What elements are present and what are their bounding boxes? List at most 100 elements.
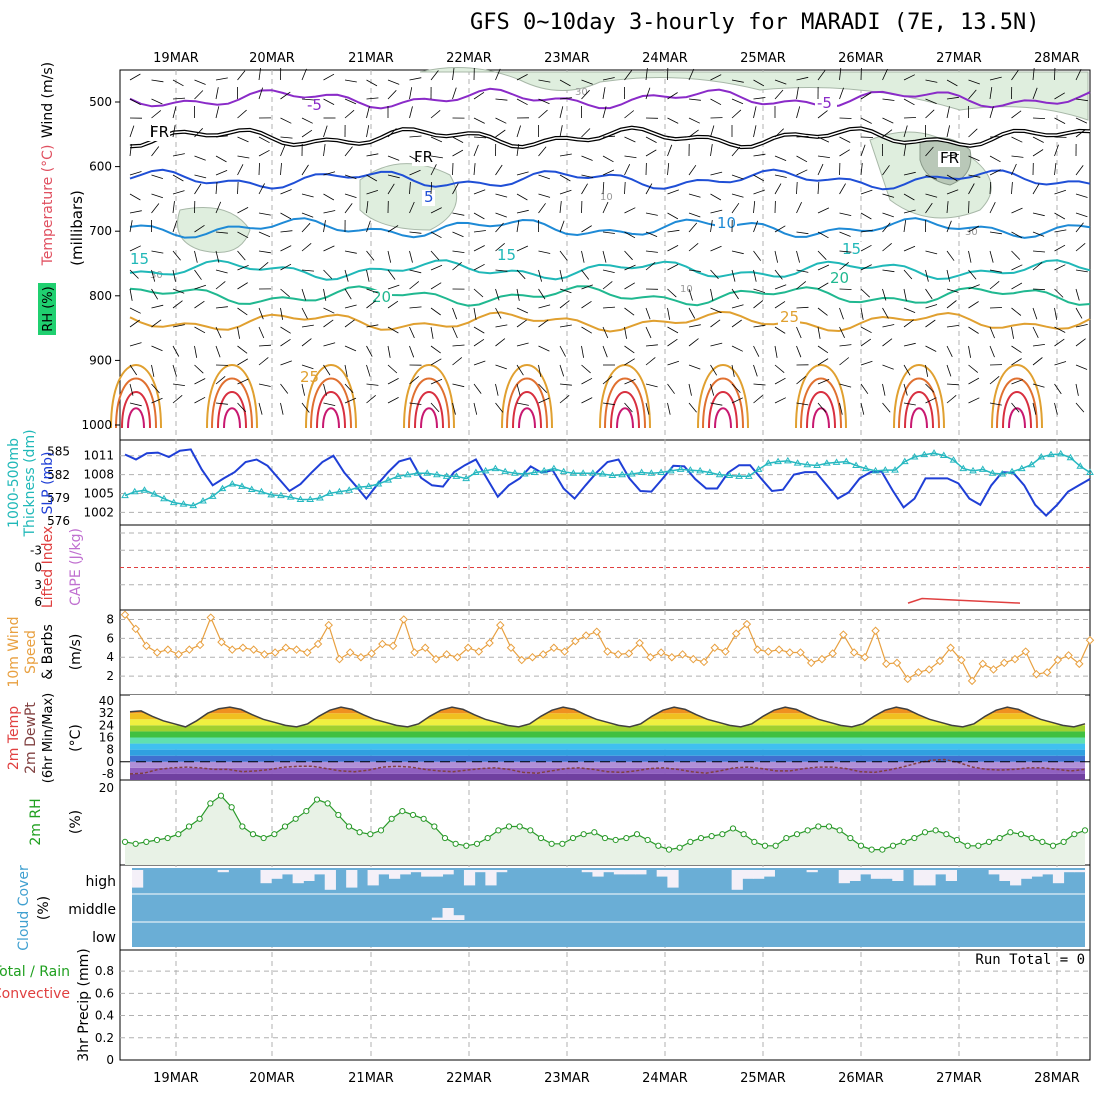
wind-barb [774,364,785,374]
cloud-bar-high-clear [860,870,872,875]
wind-barb [796,202,802,214]
wind-barb [817,379,830,385]
wind-barb [860,117,872,124]
cloud-bar-high-clear [281,870,294,875]
rh-point [431,823,438,830]
wind-barb [882,364,894,370]
wind-barb [237,282,248,290]
wind-barb [1054,163,1057,176]
wind-barb [731,146,741,157]
wind-barb [409,201,415,214]
wind-barb [925,397,937,404]
wind-barb [387,183,395,195]
wind-barb [731,269,736,282]
thickness-point [978,465,987,472]
wind-barb [581,364,591,374]
wind-barb [301,193,314,198]
wind-barb [731,383,741,393]
wind-speed-point [882,659,891,669]
wind-speed-point [967,676,977,686]
wind-barb [323,220,326,233]
date-label-top: 20MAR [249,51,295,66]
wind-barb [710,144,713,157]
wind-barb [968,200,970,214]
ytick-wind: 8 [106,612,114,626]
date-label-bottom: 20MAR [249,1071,295,1086]
wind-barb [430,155,443,159]
wind-speed-point [849,648,859,657]
wind-barb [968,284,980,290]
wind-barb [516,269,526,280]
rh-point [964,842,971,849]
wind-barb [237,378,249,385]
wind-barb [215,155,227,163]
wind-barb [194,300,205,309]
thickness-point [861,464,870,472]
wind-barb [860,92,872,100]
wind-barb [667,264,679,271]
wind-barb [129,383,134,396]
rh-point [612,836,619,844]
wind-barb [774,269,783,280]
wind-barb [1011,307,1022,316]
wind-barb [581,225,592,233]
wind-barb [624,231,636,239]
thickness-point [803,460,812,468]
ytick-lifted: 6 [34,595,42,609]
wind-barb [452,212,465,216]
wind-barb [968,301,979,309]
thickness-point [179,500,188,507]
date-label-bottom: 26MAR [838,1071,884,1086]
wind-speed-point [549,643,559,653]
wind-barb [258,344,272,347]
wind-barb [237,345,248,354]
rh-point [985,838,993,846]
wind-barb [237,265,249,271]
wind-barb [667,245,679,252]
wind-barb [366,174,378,182]
panel-frame-upper [119,69,1091,441]
cloud-bar-high-clear [303,870,315,881]
rh-point [228,804,235,811]
wind-barb [989,76,1002,81]
wind-barb [323,144,326,157]
date-label-top: 28MAR [1034,51,1080,66]
wind-barb [860,288,870,298]
contour-label-bg [840,242,862,258]
wind-barb [430,378,443,385]
wind-barb [645,402,650,415]
wind-barb [172,300,183,309]
wind-barb [473,288,484,298]
rh-point [1049,842,1057,849]
wind-barb [989,169,1001,176]
wind-barb [1075,307,1083,319]
wind-barb [172,79,184,87]
wind-barb [301,402,310,413]
wind-barb [258,383,271,387]
wind-barb [516,319,527,328]
wind-barb [473,144,479,157]
wind-barb [1054,189,1067,195]
wind-barb [817,345,829,354]
wind-barb [860,264,872,271]
wind-barb [473,91,485,100]
wind-barb [366,220,371,233]
wind-barb [1075,222,1084,233]
cloud-bar-high-clear [217,870,229,873]
wind-barb [559,324,572,328]
wind-barb [151,319,162,328]
rh-point [143,838,150,846]
wind-barb [860,383,869,395]
wind-barb [538,109,548,119]
wind-barb [194,284,207,290]
wind-barb [194,183,202,195]
wind-barb [237,181,239,195]
wind-barb [903,74,915,81]
wind-barb [516,383,521,396]
rh-legend-swatch [38,283,56,335]
wind-barb [645,68,648,81]
wind-barb [151,304,164,309]
ytick-precip: 0.4 [95,1009,114,1023]
wind-speed-point [646,652,655,662]
wind-barb [1054,92,1066,100]
